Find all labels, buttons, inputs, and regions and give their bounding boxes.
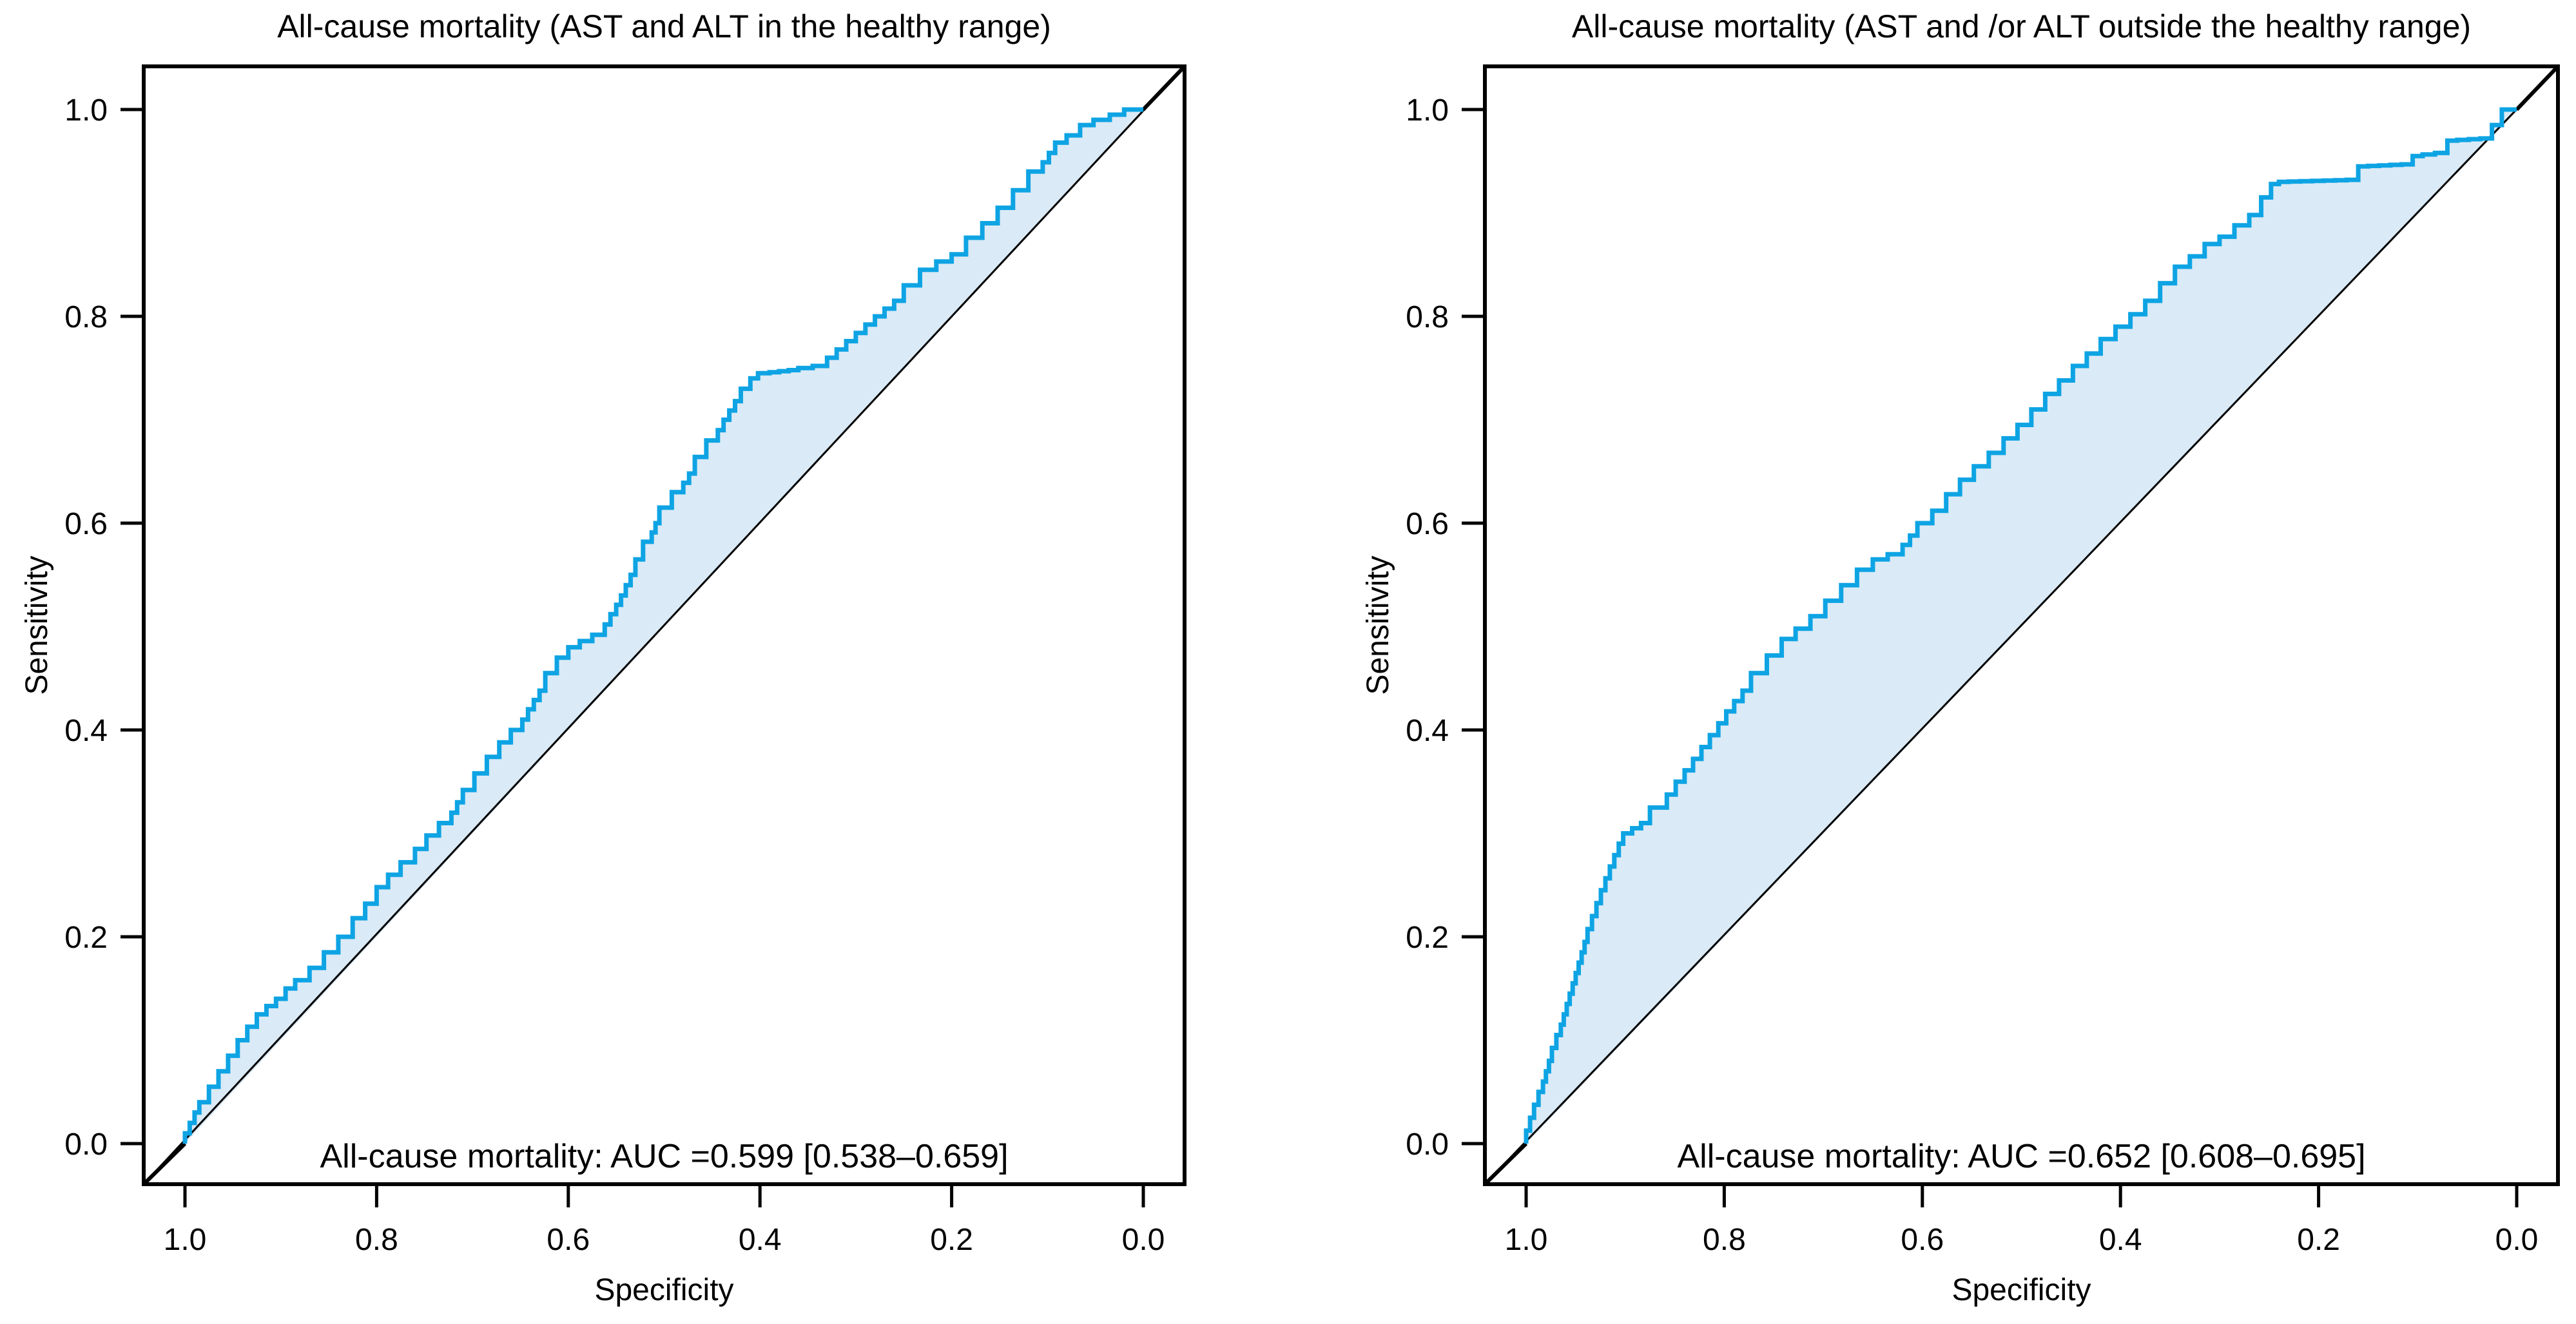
x-tick-label: 1.0 — [164, 1223, 207, 1257]
y-tick-label: 0.2 — [1406, 921, 1449, 955]
x-axis-label: Specificity — [594, 1273, 733, 1307]
y-tick-label: 0.6 — [1406, 507, 1449, 541]
roc-curve-path — [1524, 107, 2517, 1144]
y-axis-label: Sensitivity — [20, 555, 54, 695]
diagonal-connector-end — [2515, 64, 2560, 111]
roc-panel-right: 1.0 0.8 0.6 0.4 0.2 0.0 0.0 0.2 0.4 0.6 0.8 1.0 All-… — [1361, 8, 2560, 1307]
roc-panel-left: 1.0 0.8 0.6 0.4 0.2 0.0 0.0 0.2 0.4 0.6 0.8 1.0 All-… — [20, 8, 1186, 1307]
x-tick-label: 0.2 — [930, 1223, 973, 1257]
x-tick-label: 0.0 — [1122, 1223, 1165, 1257]
y-tick-label: 0.4 — [1406, 714, 1449, 748]
auc-annotation: All-cause mortality: AUC =0.652 [0.608–0… — [1677, 1138, 2365, 1175]
y-tick-label: 0.0 — [64, 1127, 108, 1162]
y-tick-label: 0.0 — [1406, 1127, 1449, 1162]
diagonal-connector-start — [142, 1142, 187, 1186]
chance-diagonal — [142, 65, 1186, 1185]
x-tick-label: 0.4 — [2099, 1223, 2142, 1257]
x-tick-label: 0.6 — [547, 1223, 590, 1257]
x-axis-label: Specificity — [1951, 1273, 2091, 1307]
panel-title: All-cause mortality (AST and /or ALT out… — [1572, 8, 2471, 44]
auc-annotation: All-cause mortality: AUC =0.599 [0.538–0… — [320, 1138, 1008, 1175]
y-tick-label: 0.8 — [1406, 300, 1449, 334]
y-tick-label: 0.6 — [64, 507, 108, 541]
plot-box — [1483, 64, 2560, 1186]
x-tick-label: 0.4 — [739, 1223, 782, 1257]
diagonal-connector-end — [1141, 64, 1186, 111]
y-tick-label: 0.4 — [64, 714, 108, 748]
x-tick-label: 0.8 — [1703, 1223, 1746, 1257]
y-tick-label: 1.0 — [1406, 93, 1449, 128]
x-tick-label: 0.6 — [1901, 1223, 1944, 1257]
chance-diagonal — [1484, 65, 2559, 1185]
y-tick-label: 0.8 — [64, 300, 108, 334]
x-tick-label: 0.8 — [355, 1223, 398, 1257]
x-tick-label: 1.0 — [1505, 1223, 1548, 1257]
roc-curve-path — [182, 107, 1143, 1144]
panel-title: All-cause mortality (AST and ALT in the … — [277, 8, 1051, 44]
y-tick-label: 0.2 — [64, 921, 108, 955]
diagonal-connector-start — [1483, 1142, 1528, 1186]
x-tick-label: 0.0 — [2495, 1223, 2539, 1257]
y-axis-label: Sensitivity — [1361, 555, 1395, 695]
plot-box — [142, 64, 1186, 1186]
x-tick-label: 0.2 — [2297, 1223, 2340, 1257]
y-tick-label: 1.0 — [64, 93, 108, 128]
